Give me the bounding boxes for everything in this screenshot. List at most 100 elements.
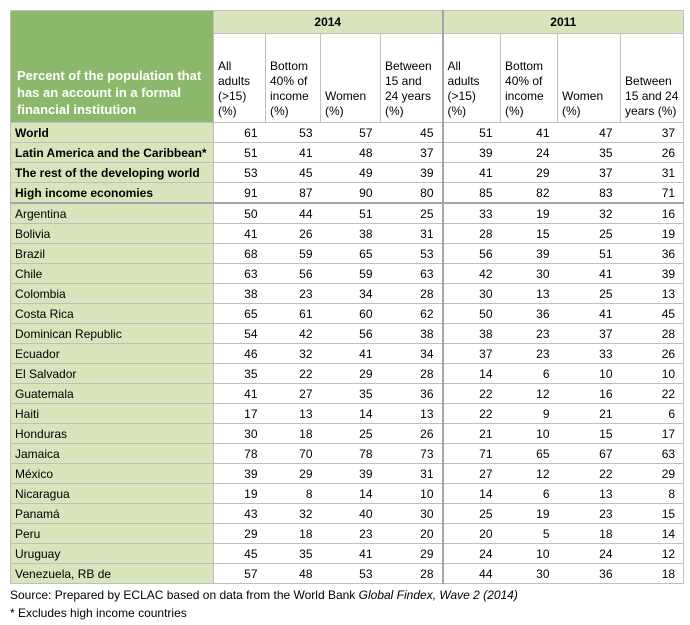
cell-value: 25 bbox=[320, 423, 381, 444]
cell-value: 13 bbox=[265, 403, 321, 424]
row-label: Brazil bbox=[10, 243, 214, 264]
table-row: Uruguay 45 35 41 29 24 10 24 12 bbox=[10, 543, 685, 564]
cell-value: 15 bbox=[557, 423, 621, 444]
cell-value: 90 bbox=[320, 182, 381, 204]
cell-value: 44 bbox=[441, 563, 501, 584]
cell-value: 33 bbox=[441, 202, 501, 224]
cell-value: 39 bbox=[441, 142, 501, 163]
row-label: Bolivia bbox=[10, 223, 214, 244]
cell-value: 68 bbox=[213, 243, 266, 264]
cell-value: 29 bbox=[320, 363, 381, 384]
cell-value: 30 bbox=[380, 503, 443, 524]
row-label: Dominican Republic bbox=[10, 323, 214, 344]
table-row: Colombia 38 23 34 28 30 13 25 13 bbox=[10, 283, 685, 304]
cell-value: 51 bbox=[557, 243, 621, 264]
cell-value: 53 bbox=[320, 563, 381, 584]
cell-value: 17 bbox=[620, 423, 685, 444]
cell-value: 17 bbox=[213, 403, 266, 424]
row-label: Argentina bbox=[10, 202, 214, 224]
cell-value: 26 bbox=[620, 142, 685, 163]
cell-value: 31 bbox=[380, 463, 443, 484]
cell-value: 41 bbox=[320, 543, 381, 564]
group-title: 2014 bbox=[212, 10, 444, 34]
row-label: El Salvador bbox=[10, 363, 214, 384]
cell-value: 36 bbox=[620, 243, 685, 264]
cell-value: 63 bbox=[380, 263, 443, 284]
table-header: Percent of the population that has an ac… bbox=[10, 10, 685, 123]
cell-value: 78 bbox=[213, 443, 266, 464]
cell-value: 10 bbox=[500, 543, 558, 564]
cell-value: 13 bbox=[620, 283, 685, 304]
cell-value: 49 bbox=[320, 162, 381, 183]
table-row: Brazil 68 59 65 53 56 39 51 36 bbox=[10, 243, 685, 264]
cell-value: 31 bbox=[380, 223, 443, 244]
cell-value: 41 bbox=[265, 142, 321, 163]
row-label: Jamaica bbox=[10, 443, 214, 464]
cell-value: 25 bbox=[441, 503, 501, 524]
row-label: Honduras bbox=[10, 423, 214, 444]
cell-value: 29 bbox=[265, 463, 321, 484]
cell-value: 67 bbox=[557, 443, 621, 464]
cell-value: 59 bbox=[320, 263, 381, 284]
row-label: Peru bbox=[10, 523, 214, 544]
cell-value: 6 bbox=[620, 403, 685, 424]
cell-value: 46 bbox=[213, 343, 266, 364]
cell-value: 24 bbox=[500, 142, 558, 163]
cell-value: 6 bbox=[500, 483, 558, 504]
cell-value: 37 bbox=[620, 122, 685, 143]
column-row: All adults (>15) (%) Bottom 40% of income… bbox=[11, 33, 685, 123]
cell-value: 27 bbox=[265, 383, 321, 404]
column-header: Women (%) bbox=[320, 33, 381, 123]
cell-value: 15 bbox=[620, 503, 685, 524]
cell-value: 36 bbox=[500, 303, 558, 324]
cell-value: 14 bbox=[620, 523, 685, 544]
cell-value: 39 bbox=[500, 243, 558, 264]
cell-value: 45 bbox=[620, 303, 685, 324]
row-label: Costa Rica bbox=[10, 303, 214, 324]
table-row: High income economies 91 87 90 80 85 82 83 71 bbox=[10, 182, 685, 204]
cell-value: 13 bbox=[500, 283, 558, 304]
cell-value: 30 bbox=[500, 563, 558, 584]
cell-value: 19 bbox=[500, 202, 558, 224]
cell-value: 25 bbox=[557, 223, 621, 244]
cell-value: 47 bbox=[557, 122, 621, 143]
cell-value: 29 bbox=[620, 463, 685, 484]
cell-value: 39 bbox=[380, 162, 443, 183]
cell-value: 41 bbox=[320, 343, 381, 364]
cell-value: 24 bbox=[441, 543, 501, 564]
cell-value: 71 bbox=[620, 182, 685, 204]
cell-value: 50 bbox=[441, 303, 501, 324]
column-header: Between 15 and 24 years (%) bbox=[620, 33, 685, 123]
row-label: Haiti bbox=[10, 403, 214, 424]
cell-value: 78 bbox=[320, 443, 381, 464]
cell-value: 62 bbox=[380, 303, 443, 324]
cell-value: 36 bbox=[380, 383, 443, 404]
row-label: Colombia bbox=[10, 283, 214, 304]
row-label: México bbox=[10, 463, 214, 484]
cell-value: 30 bbox=[213, 423, 266, 444]
cell-value: 23 bbox=[320, 523, 381, 544]
cell-value: 13 bbox=[380, 403, 443, 424]
row-label: Guatemala bbox=[10, 383, 214, 404]
cell-value: 45 bbox=[265, 162, 321, 183]
cell-value: 16 bbox=[557, 383, 621, 404]
cell-value: 18 bbox=[620, 563, 685, 584]
cell-value: 39 bbox=[213, 463, 266, 484]
source-note: Source: Prepared by ECLAC based on data … bbox=[10, 586, 518, 604]
table-row: Ecuador 46 32 41 34 37 23 33 26 bbox=[10, 343, 685, 364]
cell-value: 10 bbox=[620, 363, 685, 384]
table-row: Bolivia 41 26 38 31 28 15 25 19 bbox=[10, 223, 685, 244]
cell-value: 22 bbox=[441, 403, 501, 424]
cell-value: 56 bbox=[320, 323, 381, 344]
table-row: Peru 29 18 23 20 20 5 18 14 bbox=[10, 523, 685, 544]
cell-value: 34 bbox=[320, 283, 381, 304]
note: * Excludes high income countries bbox=[10, 606, 187, 620]
cell-value: 45 bbox=[380, 122, 443, 143]
cell-value: 31 bbox=[620, 162, 685, 183]
column-header: All adults (>15) (%) bbox=[441, 33, 502, 123]
table-row: Dominican Republic 54 42 56 38 38 23 37 28 bbox=[10, 323, 685, 344]
cell-value: 50 bbox=[213, 202, 266, 224]
cell-value: 35 bbox=[213, 363, 266, 384]
cell-value: 35 bbox=[320, 383, 381, 404]
cell-value: 54 bbox=[213, 323, 266, 344]
